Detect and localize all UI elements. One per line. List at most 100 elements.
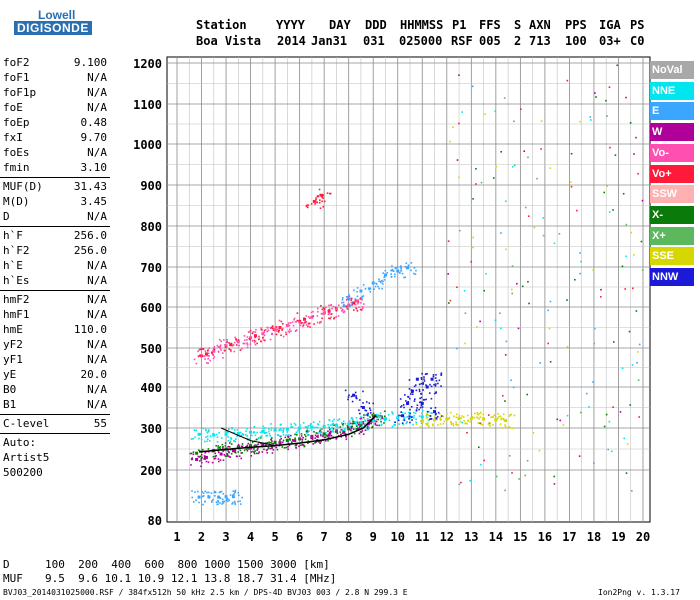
echo-dot [341, 299, 344, 301]
echo-dot [287, 448, 290, 451]
echo-dot [279, 427, 282, 430]
echo-dot [254, 336, 256, 339]
echo-dot [416, 378, 419, 381]
echo-dot [292, 439, 294, 442]
echo-dot [285, 446, 288, 449]
noise-dot [608, 211, 611, 213]
echo-dot [221, 498, 224, 501]
echo-dot [362, 390, 364, 393]
echo-dot [450, 423, 453, 426]
noise-dot [547, 309, 549, 312]
echo-dot [229, 494, 232, 496]
echo-dot [291, 441, 293, 443]
echo-dot [249, 338, 251, 341]
echo-dot [293, 422, 296, 425]
echo-dot [419, 420, 422, 423]
echo-dot [380, 424, 382, 427]
echo-dot [415, 418, 417, 421]
echo-dot [502, 418, 505, 420]
echo-dot [316, 423, 319, 425]
echo-dot [217, 345, 220, 348]
data-point-nne [236, 431, 240, 435]
noise-dot [542, 234, 545, 237]
echo-dot [289, 322, 292, 324]
echo-dot [381, 417, 384, 420]
echo-dot [462, 416, 465, 418]
noise-dot [593, 342, 596, 345]
echo-dot [234, 503, 237, 506]
noise-dot [480, 463, 482, 466]
echo-dot [201, 456, 203, 459]
echo-dot [310, 426, 312, 428]
noise-dot [538, 449, 541, 452]
echo-dot [337, 434, 340, 437]
echo-dot [379, 414, 382, 417]
param-row-g1-4: foEp 0.48 [3, 116, 107, 131]
data-point-nne [359, 421, 363, 425]
echo-dot [240, 452, 243, 454]
echo-dot [415, 389, 418, 392]
echo-dot [426, 422, 429, 424]
echo-dot [316, 315, 319, 317]
echo-dot [246, 344, 249, 346]
data-point-vo- [312, 199, 316, 203]
echo-dot [450, 421, 453, 424]
echo-dot [395, 267, 397, 269]
noise-dot [606, 115, 608, 117]
echo-dot [368, 402, 371, 404]
noise-dot [508, 455, 511, 457]
echo-dot [350, 417, 353, 420]
x-tick-label: 12 [440, 530, 454, 544]
echo-dot [377, 418, 379, 421]
echo-dot [264, 339, 266, 342]
echo-dot [235, 344, 238, 346]
echo-dot [430, 397, 433, 400]
echo-dot [409, 393, 412, 395]
noise-dot [625, 96, 627, 99]
data-point-e [217, 495, 221, 499]
echo-dot [257, 338, 260, 341]
echo-dot [237, 451, 240, 453]
echo-dot [279, 439, 281, 441]
echo-dot [268, 432, 271, 435]
echo-dot [206, 431, 209, 433]
echo-dot [362, 421, 365, 423]
noise-dot [628, 330, 631, 333]
echo-dot [268, 428, 270, 430]
echo-dot [365, 426, 367, 429]
echo-dot [345, 298, 348, 301]
noise-dot [540, 148, 542, 150]
noise-dot [607, 448, 610, 451]
echo-dot [346, 426, 349, 428]
echo-dot [202, 495, 204, 498]
echo-dot [403, 417, 405, 420]
echo-dot [212, 357, 215, 360]
echo-dot [434, 377, 437, 379]
echo-dot [330, 313, 333, 315]
noise-dot [638, 416, 641, 418]
echo-dot [426, 416, 429, 419]
echo-dot [267, 447, 270, 450]
noise-dot [626, 443, 629, 445]
echo-dot [213, 457, 216, 460]
data-point-sse [504, 419, 508, 423]
echo-dot [207, 494, 210, 497]
noise-dot [463, 290, 466, 292]
x-tick-label: 3 [222, 530, 229, 544]
echo-dot [342, 305, 345, 308]
echo-dot [364, 423, 367, 426]
echo-dot [219, 497, 222, 500]
echo-dot [398, 414, 400, 417]
echo-dot [219, 344, 222, 347]
echo-dot [350, 425, 352, 428]
param-name: B0 [3, 383, 17, 396]
noise-dot [630, 489, 633, 492]
echo-dot [328, 317, 330, 320]
data-point-w [195, 458, 199, 461]
echo-dot [358, 432, 361, 435]
echo-dot [259, 340, 262, 343]
echo-dot [241, 496, 243, 499]
trace-line-secondary [220, 427, 276, 447]
echo-dot [279, 442, 281, 445]
echo-dot [256, 438, 258, 441]
